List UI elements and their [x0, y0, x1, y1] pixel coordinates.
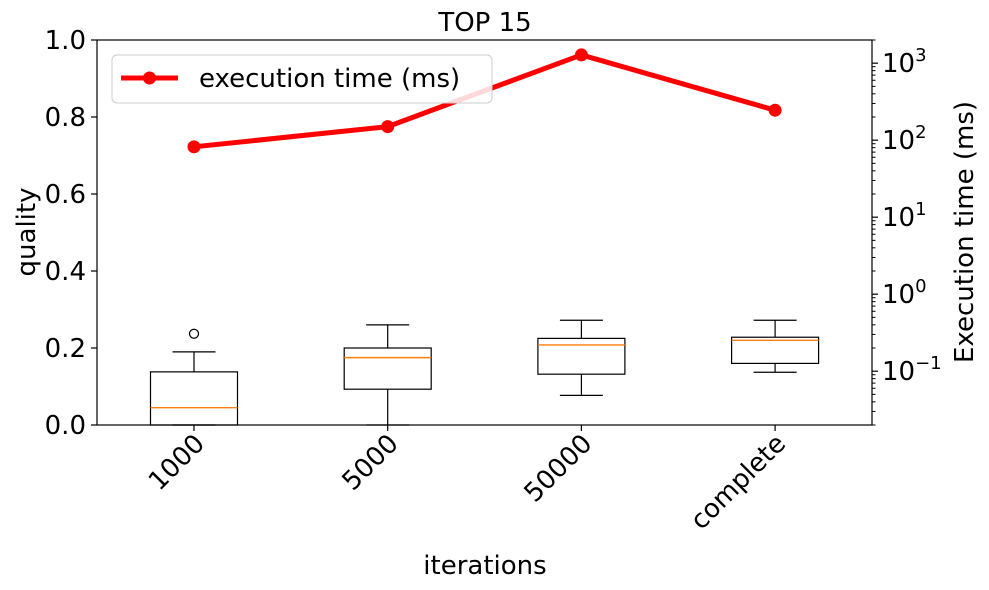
left-y-tick-label: 0.0 [45, 411, 86, 441]
tick-exponent: 2 [915, 122, 926, 143]
boxplot-50000 [537, 319, 626, 396]
plot-frame [96, 39, 873, 426]
left-y-tick-label: 1.0 [45, 26, 86, 56]
boxplots [149, 319, 820, 426]
legend: execution time (ms) [111, 54, 493, 104]
tick-exponent: 0 [915, 276, 926, 297]
left-y-tick-label: 0.6 [45, 180, 86, 210]
tick-base: 10 [882, 280, 915, 310]
boxplot-complete [730, 319, 820, 373]
execution-time-point [187, 140, 201, 154]
right-y-tick-label: 103 [882, 45, 927, 79]
tick-exponent: 1 [915, 199, 926, 220]
x-tick-label: 5000 [337, 429, 405, 497]
outlier-point [188, 328, 200, 339]
boxplot-5000 [343, 324, 432, 426]
tick-base: 10 [882, 203, 915, 233]
box-iqr [149, 371, 239, 426]
x-tick-label: 50000 [519, 429, 599, 509]
execution-time-point [574, 48, 588, 62]
tick-base: 10 [882, 357, 915, 387]
box-iqr [343, 347, 432, 390]
execution-time-point [381, 120, 395, 134]
legend-box [111, 54, 493, 104]
x-tick-label: 1000 [143, 429, 211, 497]
left-y-tick-label: 0.2 [45, 334, 86, 364]
right-y-tick-label: 10−1 [882, 353, 942, 387]
boxplot-1000 [149, 328, 239, 426]
right-y-axis-label: Execution time (ms) [950, 101, 980, 363]
left-y-tick-label: 0.4 [45, 257, 86, 287]
left-y-axis: 0.0 0.2 0.4 0.6 0.8 1.0 [45, 26, 97, 441]
x-tick-label: complete [685, 429, 792, 536]
legend-label: execution time (ms) [199, 64, 460, 94]
left-y-tick-label: 0.8 [45, 103, 86, 133]
right-y-tick-label: 100 [882, 276, 927, 310]
right-y-tick-label: 102 [882, 122, 927, 156]
tick-exponent: −1 [915, 353, 942, 374]
box-iqr [730, 336, 820, 365]
chart-title: TOP 15 [437, 8, 531, 38]
box-iqr [537, 337, 626, 375]
tick-base: 10 [882, 49, 915, 79]
execution-time-point [768, 103, 782, 117]
x-axis-label: iterations [423, 551, 546, 581]
tick-base: 10 [882, 126, 915, 156]
tick-exponent: 3 [915, 45, 926, 66]
legend-marker-swatch [143, 71, 156, 85]
right-y-tick-label: 101 [882, 199, 927, 233]
x-axis: 1000 5000 50000 complete [143, 425, 792, 536]
left-y-axis-label: quality [12, 188, 42, 277]
